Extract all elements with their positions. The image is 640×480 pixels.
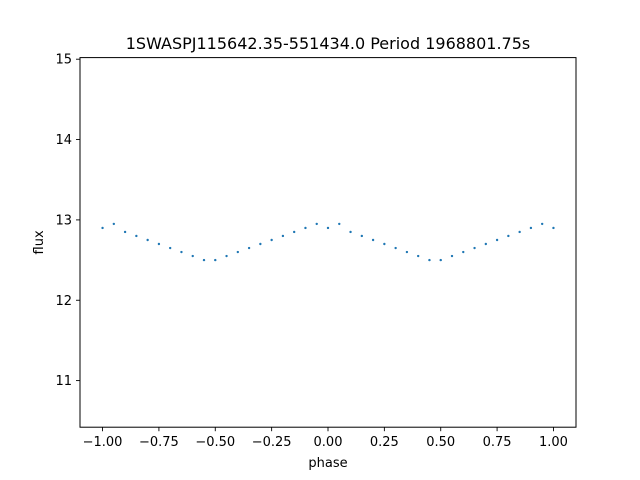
data-point (236, 250, 240, 254)
x-tick-label: 0.50 (426, 435, 455, 450)
data-point (394, 246, 397, 250)
y-tick-label: 15 (55, 53, 72, 68)
data-point (292, 230, 296, 234)
data-point (202, 258, 206, 262)
x-axis-title: phase (308, 456, 347, 471)
data-point (191, 254, 194, 258)
data-point (146, 238, 149, 242)
data-point (428, 258, 431, 262)
data-point (349, 230, 352, 234)
x-tick-label: −0.75 (139, 435, 179, 450)
x-axis-ticks: −1.00 −0.75 −0.50 −0.25 0.00 0.25 0.50 0.75 1.00 (83, 427, 568, 450)
data-point (439, 258, 442, 262)
data-point (360, 234, 364, 238)
data-point (518, 230, 521, 234)
data-point (214, 258, 217, 262)
data-point (462, 250, 465, 254)
data-point (552, 226, 555, 230)
data-point (123, 230, 127, 234)
data-point (157, 242, 161, 246)
scatter-points (101, 222, 555, 262)
y-axis-title: flux (32, 230, 47, 254)
data-point (450, 254, 454, 258)
data-point (405, 250, 409, 254)
data-point (168, 246, 172, 250)
data-point (270, 238, 273, 242)
x-tick-label: −0.25 (252, 435, 292, 450)
x-tick-label: 1.00 (539, 435, 568, 450)
x-tick-label: 0.00 (314, 435, 343, 450)
data-point (507, 234, 510, 238)
y-tick-label: 13 (55, 213, 72, 228)
x-tick-label: 0.75 (483, 435, 512, 450)
y-axis-ticks: 11 12 13 14 15 (55, 53, 80, 389)
data-point (135, 234, 138, 238)
data-point (112, 222, 116, 226)
data-point (338, 222, 341, 226)
data-point (473, 246, 476, 250)
data-point (416, 254, 420, 258)
chart-title: 1SWASPJ115642.35-551434.0 Period 1968801… (126, 34, 531, 53)
x-tick-label: 0.25 (370, 435, 399, 450)
data-point (371, 238, 375, 242)
y-tick-label: 12 (55, 294, 72, 309)
data-point (247, 246, 251, 250)
data-point (484, 242, 488, 246)
data-point (304, 226, 307, 230)
data-point (225, 254, 228, 258)
data-point (495, 238, 499, 242)
data-point (540, 222, 544, 226)
y-tick-label: 14 (55, 133, 72, 148)
data-point (180, 250, 183, 254)
data-point (326, 226, 330, 230)
data-point (101, 226, 104, 230)
data-point (529, 226, 533, 230)
data-point (315, 222, 318, 226)
data-point (281, 234, 285, 238)
x-tick-label: −1.00 (83, 435, 123, 450)
x-tick-label: −0.50 (195, 435, 235, 450)
y-tick-label: 11 (55, 374, 72, 389)
data-point (259, 242, 262, 246)
data-point (383, 242, 386, 246)
